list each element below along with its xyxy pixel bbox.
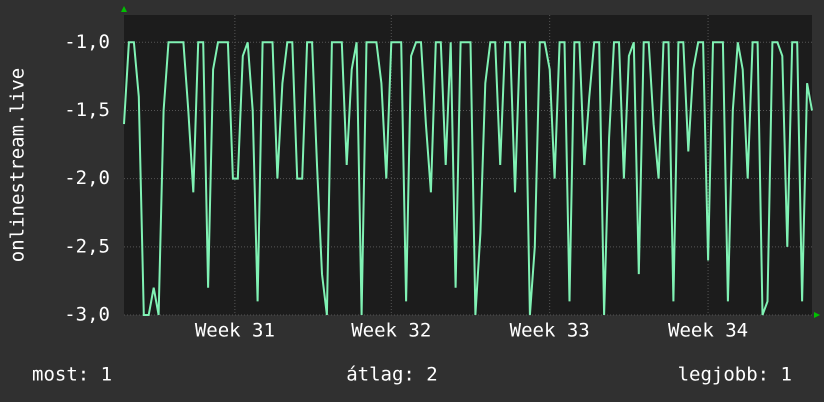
y-tick-label: -3,0	[64, 304, 110, 326]
x-tick-label: Week 31	[195, 320, 275, 342]
footer-now: most: 1	[32, 364, 112, 386]
y-tick-label: -1,0	[64, 31, 110, 53]
y-tick-label: -2,5	[64, 235, 110, 257]
footer-best: legjobb: 1	[678, 364, 792, 386]
y-tick-label: -2,0	[64, 167, 110, 189]
x-tick-label: Week 34	[668, 320, 748, 342]
y-tick-label: -1,5	[64, 99, 110, 121]
footer-average: átlag: 2	[346, 364, 438, 386]
data-line	[123, 41, 813, 316]
plot-area	[124, 15, 812, 315]
axis-arrow	[121, 6, 127, 12]
axis-arrow	[814, 312, 820, 318]
y-axis-label: onlinestream.live	[7, 68, 29, 262]
x-tick-label: Week 32	[351, 320, 431, 342]
x-tick-label: Week 33	[510, 320, 590, 342]
